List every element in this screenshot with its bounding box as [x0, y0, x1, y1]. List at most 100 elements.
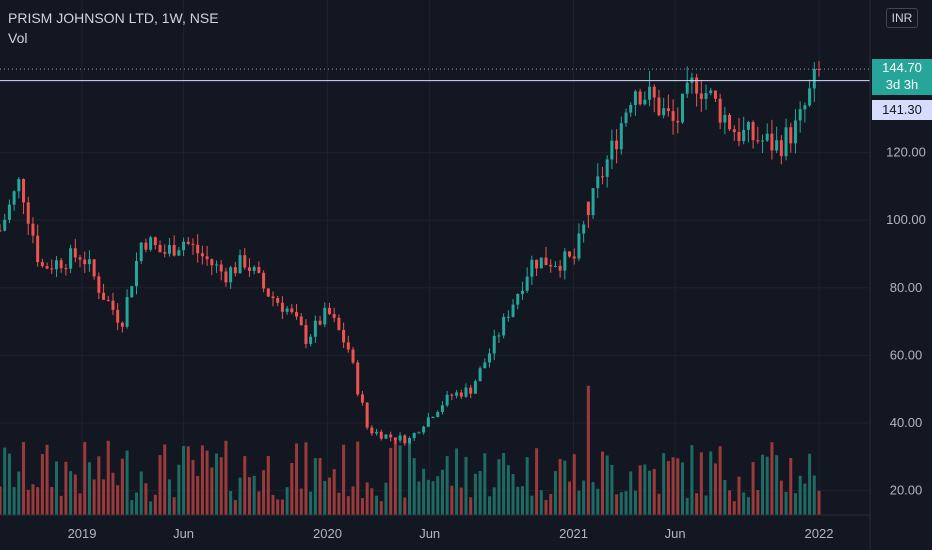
candle-body	[591, 188, 595, 216]
candle-body	[535, 259, 539, 269]
candle-body	[280, 302, 284, 312]
candle-body	[605, 159, 609, 177]
candle-body	[149, 237, 153, 250]
volume-bar	[770, 442, 774, 515]
chart-legend: PRISM JOHNSON LTD, 1W, NSE Vol	[8, 8, 219, 48]
volume-bar	[690, 445, 694, 515]
candle-body	[798, 109, 802, 121]
candle-body	[36, 235, 40, 263]
volume-bar	[417, 481, 421, 515]
symbol-title[interactable]: PRISM JOHNSON LTD, 1W, NSE	[8, 10, 219, 26]
volume-bar	[22, 442, 26, 515]
candle-body	[704, 93, 708, 99]
candle-body	[469, 387, 473, 394]
volume-bar	[615, 494, 619, 515]
volume-bar	[695, 493, 699, 515]
volume-bar	[356, 441, 360, 515]
candle-body	[332, 314, 336, 318]
volume-bar	[177, 464, 181, 515]
candle-body	[789, 127, 793, 144]
candle-body	[323, 307, 327, 325]
volume-bar	[295, 443, 299, 515]
candle-body	[370, 427, 374, 434]
candle-body	[473, 381, 477, 394]
candle-body	[45, 266, 49, 269]
volume-bar	[50, 486, 54, 515]
candle-body	[577, 233, 581, 259]
candle-body	[765, 133, 769, 141]
volume-bar	[436, 476, 440, 515]
currency-button[interactable]: INR	[886, 8, 918, 28]
candle-body	[210, 259, 214, 266]
candle-body	[685, 82, 689, 94]
volume-bar	[393, 440, 397, 515]
y-tick-label: 120.00	[886, 145, 926, 160]
volume-bar	[332, 469, 336, 515]
volume-bar	[629, 471, 633, 515]
candle-body	[422, 426, 426, 433]
candle-body	[3, 219, 7, 231]
last-price-badge: 144.70 3d 3h	[872, 59, 932, 95]
volume-bar	[167, 479, 171, 515]
volume-bar	[539, 490, 543, 515]
candle-body	[516, 294, 520, 305]
candle-body	[459, 392, 463, 397]
candle-body	[666, 108, 670, 112]
volume-bar	[73, 474, 77, 515]
candle-body	[445, 394, 449, 406]
candle-body	[83, 259, 87, 265]
candle-body	[313, 320, 317, 337]
x-tick-label: Jun	[419, 526, 440, 541]
candle-body	[12, 191, 16, 205]
candle-body	[478, 368, 482, 382]
volume-bar	[681, 462, 684, 515]
volume-bar	[144, 483, 148, 515]
candle-body	[775, 140, 779, 151]
candle-body	[271, 296, 275, 298]
volume-bar	[483, 453, 487, 515]
candle-body	[252, 267, 256, 271]
volume-bar	[172, 497, 176, 515]
volume-bar	[365, 482, 369, 515]
volume-bar	[26, 489, 30, 515]
candle-body	[808, 88, 812, 106]
volume-bar	[577, 490, 581, 515]
candle-body	[243, 255, 247, 268]
candle-body	[196, 244, 200, 254]
volume-bar	[40, 454, 44, 515]
volume-bar	[233, 500, 237, 515]
volume-bar	[191, 459, 195, 515]
price-lines	[0, 68, 870, 82]
candle-body	[530, 259, 534, 277]
volume-bar	[153, 494, 157, 515]
candle-body	[600, 176, 604, 178]
volume-bar	[431, 481, 435, 515]
candle-body	[520, 290, 524, 295]
volume-bar	[582, 480, 586, 515]
volume-bar	[506, 465, 510, 515]
volume-bar	[422, 468, 426, 515]
candle-body	[111, 300, 115, 310]
candle-body	[135, 261, 138, 287]
volume-bar	[247, 477, 251, 515]
volume-bar	[685, 497, 689, 515]
candle-body	[120, 322, 124, 327]
volume-bar	[638, 465, 642, 515]
volume-bar	[530, 495, 534, 515]
candle-body	[572, 256, 576, 259]
volume-bar	[713, 463, 717, 515]
volume-bar	[370, 488, 374, 515]
volume-bar	[445, 456, 449, 515]
candle-body	[87, 259, 91, 265]
volume-bar	[605, 455, 609, 515]
volume-bar	[699, 452, 703, 515]
volume-bar	[257, 491, 261, 515]
candle-body	[582, 224, 586, 234]
volume-label[interactable]: Vol	[8, 30, 28, 46]
volume-bar	[563, 460, 567, 515]
volume-bar	[473, 473, 477, 515]
volume-bar	[779, 480, 783, 515]
candle-body	[544, 257, 548, 266]
candle-body	[553, 265, 557, 267]
